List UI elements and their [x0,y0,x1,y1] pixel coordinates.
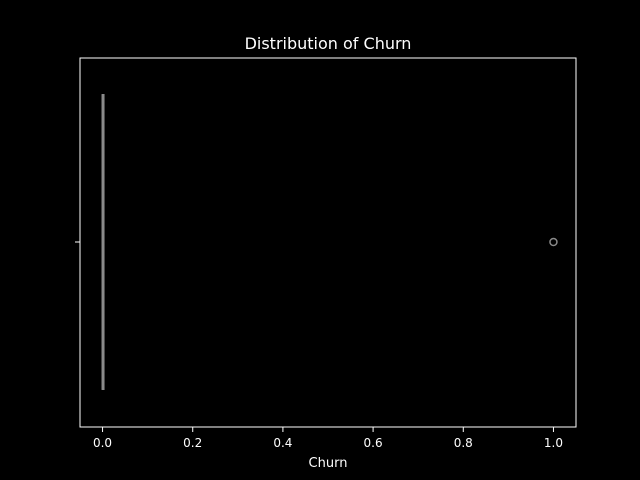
box-plot-group [101,94,558,390]
plot-area-frame [79,57,577,428]
chart-title: Distribution of Churn [245,34,412,53]
x-tick-label: 0.2 [183,436,202,450]
x-axis-ticks: 0.0 0.2 0.4 0.6 0.8 1.0 [93,427,563,450]
x-tick-label: 0.0 [93,436,112,450]
x-tick-label: 1.0 [544,436,563,450]
x-tick-label: 0.8 [454,436,473,450]
x-axis-label: Churn [309,456,348,471]
x-tick-label: 0.4 [273,436,292,450]
box-outlier-point [549,237,558,247]
x-tick-label: 0.6 [364,436,383,450]
